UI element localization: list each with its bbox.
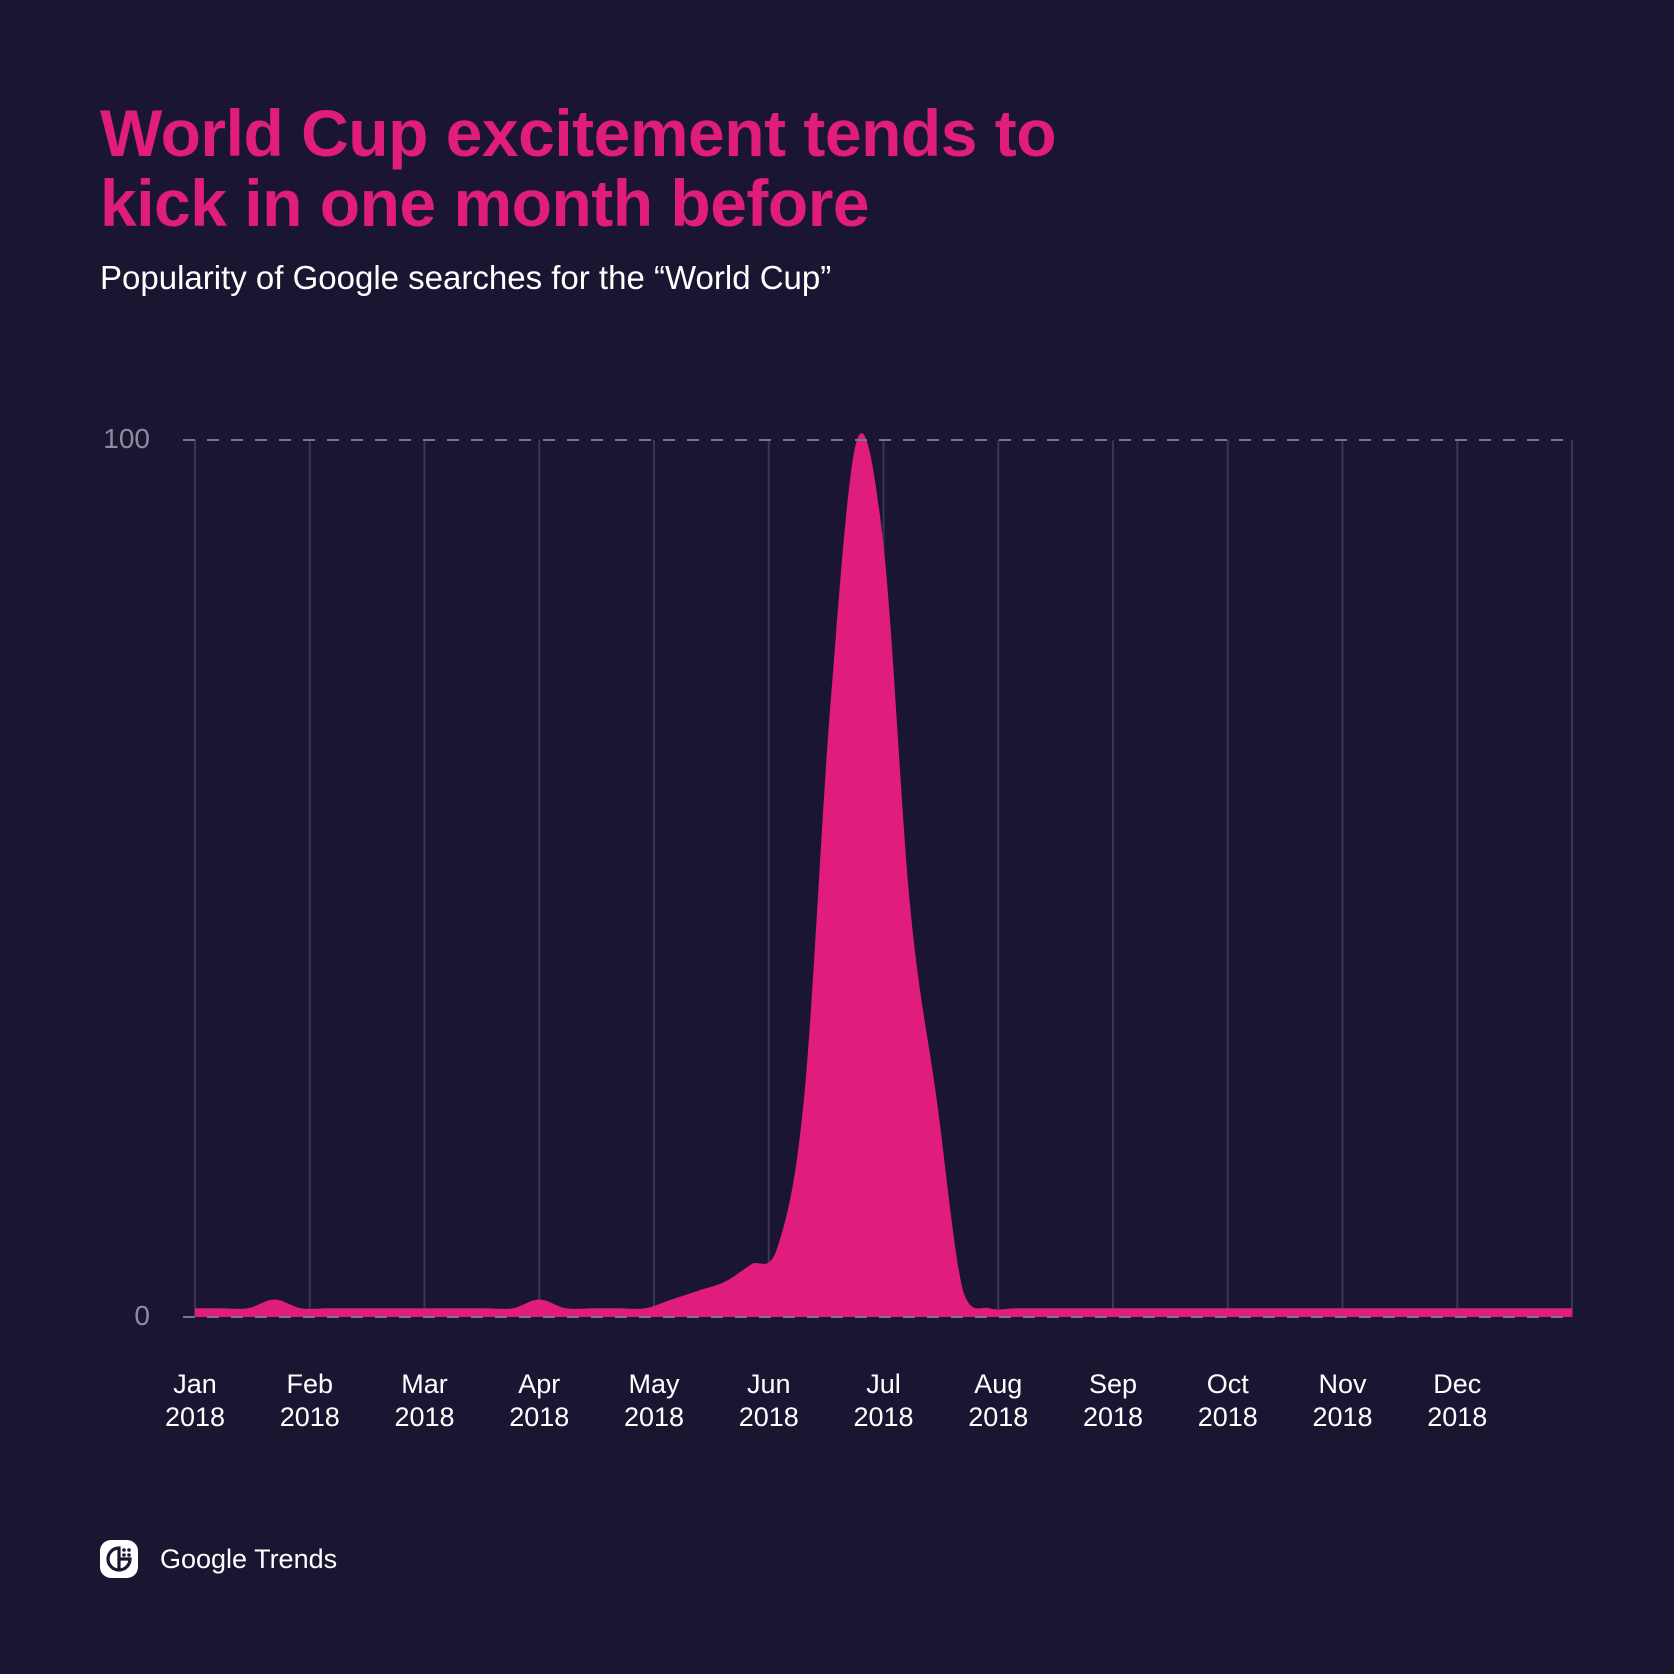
- x-tick-month: Jun: [746, 1369, 791, 1399]
- x-tick-year: 2018: [968, 1402, 1029, 1432]
- x-tick-label: May 2018: [599, 1368, 709, 1434]
- x-tick-label: Oct 2018: [1173, 1368, 1283, 1434]
- x-tick-month: Apr: [518, 1369, 561, 1399]
- x-tick-year: 2018: [1197, 1402, 1258, 1432]
- x-tick-month: Jul: [866, 1369, 901, 1399]
- search-popularity-area: [195, 433, 1572, 1317]
- x-tick-label: Nov 2018: [1288, 1368, 1398, 1434]
- x-tick-year: 2018: [1427, 1402, 1488, 1432]
- x-tick-year: 2018: [738, 1402, 799, 1432]
- x-tick-month: Mar: [401, 1369, 448, 1399]
- brand-name: Google Trends: [160, 1543, 338, 1574]
- chart-gridlines: [194, 440, 1573, 1317]
- x-tick-month: Nov: [1318, 1369, 1367, 1399]
- x-tick-label: Mar 2018: [370, 1368, 480, 1434]
- x-tick-label: Aug 2018: [943, 1368, 1053, 1434]
- x-tick-label: Dec 2018: [1402, 1368, 1512, 1434]
- x-tick-label: Apr 2018: [484, 1368, 594, 1434]
- x-tick-label: Jan 2018: [140, 1368, 250, 1434]
- x-tick-month: Feb: [286, 1369, 334, 1399]
- x-tick-year: 2018: [1312, 1402, 1373, 1432]
- y-tick-100: 100: [103, 423, 150, 454]
- footer: Google Trends: [100, 1540, 337, 1578]
- y-tick-0: 0: [134, 1300, 150, 1331]
- x-tick-month: Dec: [1433, 1369, 1482, 1399]
- x-tick-year: 2018: [509, 1402, 570, 1432]
- x-tick-year: 2018: [164, 1402, 226, 1432]
- x-tick-month: May: [628, 1369, 680, 1399]
- x-tick-year: 2018: [853, 1402, 914, 1432]
- x-tick-year: 2018: [623, 1402, 685, 1432]
- x-tick-month: Aug: [974, 1369, 1023, 1399]
- google-trends-logo-icon: [100, 1540, 138, 1578]
- x-tick-label: Feb 2018: [255, 1368, 365, 1434]
- x-tick-month: Oct: [1206, 1369, 1249, 1399]
- x-tick-month: Sep: [1088, 1369, 1138, 1399]
- x-tick-label: Jun 2018: [714, 1368, 824, 1434]
- chart-title: World Cup excitement tends to kick in on…: [100, 96, 1057, 240]
- chart-subtitle: Popularity of Google searches for the “W…: [100, 259, 832, 296]
- x-tick-year: 2018: [1082, 1402, 1144, 1432]
- x-tick-label: Sep 2018: [1058, 1368, 1168, 1434]
- x-tick-year: 2018: [394, 1402, 455, 1432]
- x-tick-label: Jul 2018: [829, 1368, 939, 1434]
- x-tick-month: Jan: [173, 1369, 217, 1399]
- x-tick-year: 2018: [279, 1402, 340, 1432]
